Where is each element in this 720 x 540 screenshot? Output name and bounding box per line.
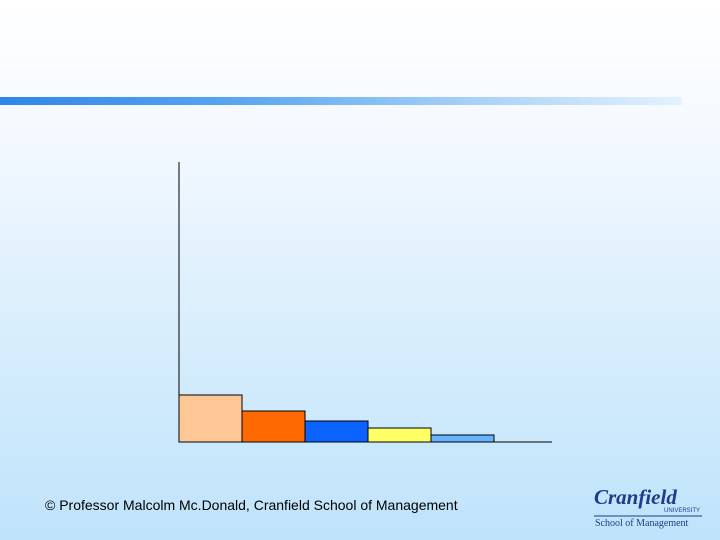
bar-5 xyxy=(430,434,495,443)
title-divider-bar xyxy=(0,97,682,105)
bar-1 xyxy=(178,394,243,443)
bar-3 xyxy=(304,420,369,443)
cranfield-logo: Cranfield UNIVERSITY School of Managemen… xyxy=(594,485,702,529)
logo-school: School of Management xyxy=(595,518,689,529)
footer-copyright: © Professor Malcolm Mc.Donald, Cranfield… xyxy=(45,497,458,513)
bar-4 xyxy=(367,427,432,443)
bar-2 xyxy=(241,410,306,443)
logo-sub: UNIVERSITY xyxy=(664,508,700,514)
logo-name: Cranfield xyxy=(594,485,677,509)
